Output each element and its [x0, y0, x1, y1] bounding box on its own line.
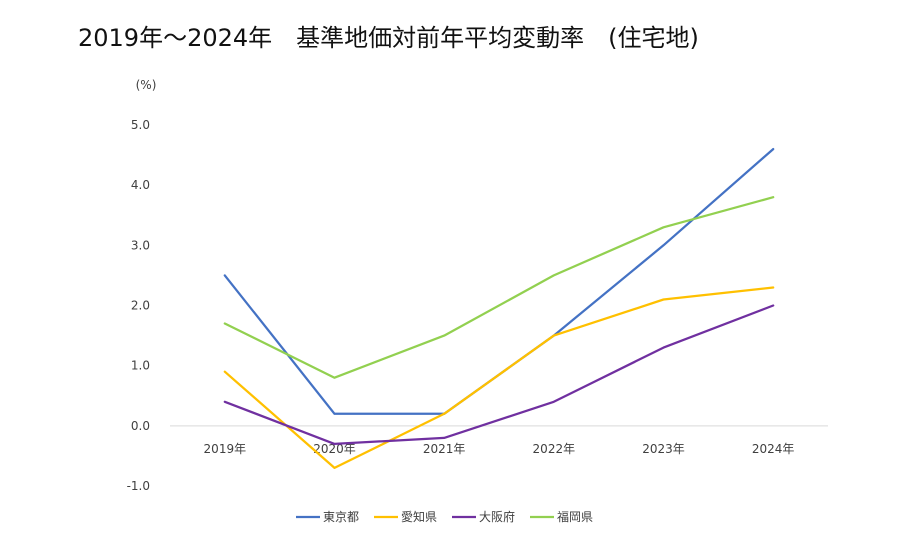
legend-item[interactable]: 愛知県 [374, 510, 437, 524]
legend-label: 福岡県 [557, 509, 593, 524]
legend-label: 東京都 [323, 510, 359, 524]
x-tick-label: 2024年 [752, 442, 795, 456]
series-line [223, 304, 775, 446]
x-axis-ticks: 2019年 2020年 2021年 2022年 2023年 2024年 [204, 442, 795, 456]
y-tick-label: 0.0 [131, 419, 150, 433]
legend[interactable]: 東京都 愛知県 大阪府 福岡県 [296, 509, 593, 524]
x-tick-label: 2023年 [642, 442, 685, 456]
y-axis-ticks: 5.0 4.0 3.0 2.0 1.0 0.0 -1.0 [127, 118, 150, 493]
x-tick-label: 2022年 [533, 442, 576, 456]
legend-item[interactable]: 福岡県 [530, 509, 593, 524]
legend-label: 大阪府 [479, 509, 515, 524]
x-tick-label: 2020年 [313, 442, 356, 456]
y-axis-unit-label: (%) [136, 78, 157, 92]
series-lines [223, 147, 775, 470]
y-tick-label: -1.0 [127, 479, 150, 493]
y-tick-label: 3.0 [131, 238, 150, 252]
legend-label: 愛知県 [401, 510, 437, 524]
y-tick-label: 2.0 [131, 299, 150, 313]
x-tick-label: 2021年 [423, 442, 466, 456]
y-tick-label: 4.0 [131, 178, 150, 192]
legend-item[interactable]: 東京都 [296, 510, 359, 524]
x-tick-label: 2019年 [204, 442, 247, 456]
y-tick-label: 1.0 [131, 359, 150, 373]
series-line [223, 286, 775, 470]
chart-title: 2019年～2024年 基準地価対前年平均変動率 (住宅地) [78, 24, 699, 52]
y-tick-label: 5.0 [131, 118, 150, 132]
series-line [223, 196, 775, 379]
legend-item[interactable]: 大阪府 [452, 509, 515, 524]
